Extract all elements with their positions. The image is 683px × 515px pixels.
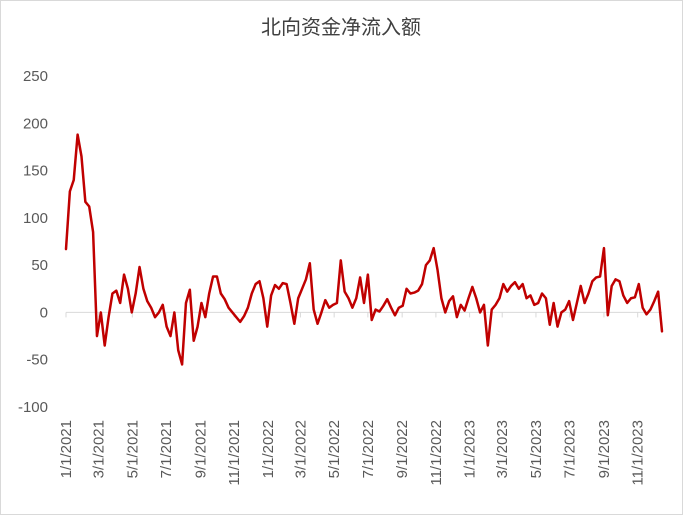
x-tick-label: 3/1/2021 [91,420,108,478]
y-tick-label: 250 [23,68,48,85]
y-tick-label: -100 [18,399,48,416]
x-tick-label: 9/1/2022 [394,420,411,478]
x-tick-label: 1/1/2022 [260,420,277,478]
y-tick-label: 100 [23,210,48,227]
x-tick-label: 5/1/2022 [326,420,343,478]
x-tick-label: 3/1/2022 [292,420,309,478]
y-tick-label: 50 [31,257,48,274]
chart-title: 北向资金净流入额 [261,16,421,39]
x-tick-label: 7/1/2022 [360,420,377,478]
x-tick-label: 9/1/2021 [192,420,209,478]
x-tick-label: 9/1/2023 [596,420,613,478]
y-tick-label: 0 [40,304,48,321]
x-tick-label: 11/1/2023 [630,420,647,486]
x-tick-label: 3/1/2023 [494,420,511,478]
x-tick-label: 5/1/2021 [124,420,141,478]
x-tick-label: 11/1/2022 [428,420,445,486]
x-tick-label: 1/1/2023 [462,420,479,478]
y-tick-label: -50 [26,352,48,369]
x-tick-label: 1/1/2021 [58,420,75,478]
x-tick-label: 5/1/2023 [528,420,545,478]
x-tick-label: 11/1/2021 [226,420,243,486]
x-tick-label: 7/1/2023 [562,420,579,478]
y-tick-label: 150 [23,163,48,180]
data-line [64,133,664,366]
x-tick-label: 7/1/2021 [158,420,175,478]
y-tick-label: 200 [23,115,48,132]
